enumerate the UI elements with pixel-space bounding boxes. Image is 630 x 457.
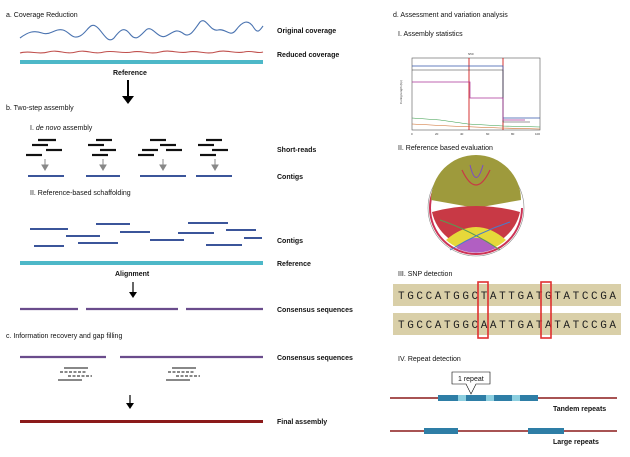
reference-label-a: Reference	[113, 70, 147, 77]
contigs-row-2	[30, 222, 262, 247]
short-reads-label: Short-reads	[277, 147, 316, 154]
repeat-callout	[451, 371, 491, 395]
svg-text:40: 40	[460, 132, 464, 136]
snp-detection-title: III. SNP detection	[398, 271, 452, 278]
large-repeats-label: Large repeats	[553, 439, 599, 446]
circos-plot	[427, 155, 525, 257]
svg-text:60: 60	[486, 132, 490, 136]
panel-b: b. Two-step assembly I. de novo assembly	[6, 105, 353, 314]
snp-sequence-2: TGCCATGGCAATTGATATATCCGA	[393, 313, 621, 335]
step1-title: I. de novo assembly	[30, 125, 93, 132]
arrow-down-icon	[122, 80, 134, 104]
svg-text:0: 0	[411, 132, 413, 136]
repeat-callout-label: 1 repeat	[458, 376, 484, 383]
panel-a-title: a. Coverage Reduction	[6, 12, 78, 19]
reference-bar-b	[20, 261, 263, 265]
snp-sequence-1: TGCCATGGCTATTGATGTATCCGA	[393, 284, 621, 306]
svg-text:20: 20	[435, 132, 439, 136]
original-coverage-line	[19, 20, 264, 41]
arrow-down-icon-2	[129, 282, 137, 298]
tandem-repeats-label: Tandem repeats	[553, 406, 606, 413]
step1-italic: de novo	[36, 125, 61, 132]
repeat-detection-title: IV. Repeat detection	[398, 356, 461, 363]
large-repeats	[390, 428, 617, 434]
panel-a: a. Coverage Reduction Original coverage …	[6, 12, 339, 104]
consensus-label-b: Consensus sequences	[277, 307, 353, 314]
reduced-coverage-label: Reduced coverage	[277, 52, 339, 59]
reference-bar-a	[20, 60, 263, 64]
chart-ylabel: Contig length (bp)	[399, 80, 403, 104]
chart-top-label: N50	[468, 52, 474, 56]
short-reads	[26, 138, 228, 157]
alignment-label: Alignment	[115, 271, 150, 278]
contigs-label-1: Contigs	[277, 174, 303, 181]
panel-d-title: d. Assessment and variation analysis	[393, 12, 508, 19]
tandem-repeats: 1 repeat	[390, 371, 617, 401]
step1-suffix: assembly	[61, 125, 93, 132]
panel-c: c. Information recovery and gap filling …	[6, 333, 353, 426]
gap-filling-reads	[58, 367, 200, 381]
consensus-label-c: Consensus sequences	[277, 355, 353, 362]
assembly-statistics-title: I. Assembly statistics	[398, 31, 463, 38]
contigs-label-2: Contigs	[277, 238, 303, 245]
step1-prefix: I.	[30, 125, 36, 132]
gray-arrow-icons	[41, 159, 219, 171]
snp-highlight-boxes	[477, 281, 552, 339]
svg-text:80: 80	[511, 132, 515, 136]
reference-evaluation-title: II. Reference based evaluation	[398, 145, 493, 152]
svg-text:100: 100	[535, 132, 540, 136]
final-assembly-bar	[20, 420, 263, 423]
panel-b-title: b. Two-step assembly	[6, 105, 74, 112]
original-coverage-label: Original coverage	[277, 28, 336, 35]
assembly-stats-chart: N50 Contig length (bp) 0 20 40 60 80 100	[399, 52, 540, 136]
chart-x-ticks: 0 20 40 60 80 100	[411, 132, 540, 136]
final-assembly-label: Final assembly	[277, 419, 327, 426]
step2-title: II. Reference-based schaffolding	[30, 190, 131, 197]
panel-c-title: c. Information recovery and gap filling	[6, 333, 122, 340]
panel-d: d. Assessment and variation analysis I. …	[390, 12, 621, 446]
reference-label-b: Reference	[277, 261, 311, 268]
arrow-down-icon-3	[126, 395, 134, 409]
reduced-coverage-line	[19, 50, 264, 54]
